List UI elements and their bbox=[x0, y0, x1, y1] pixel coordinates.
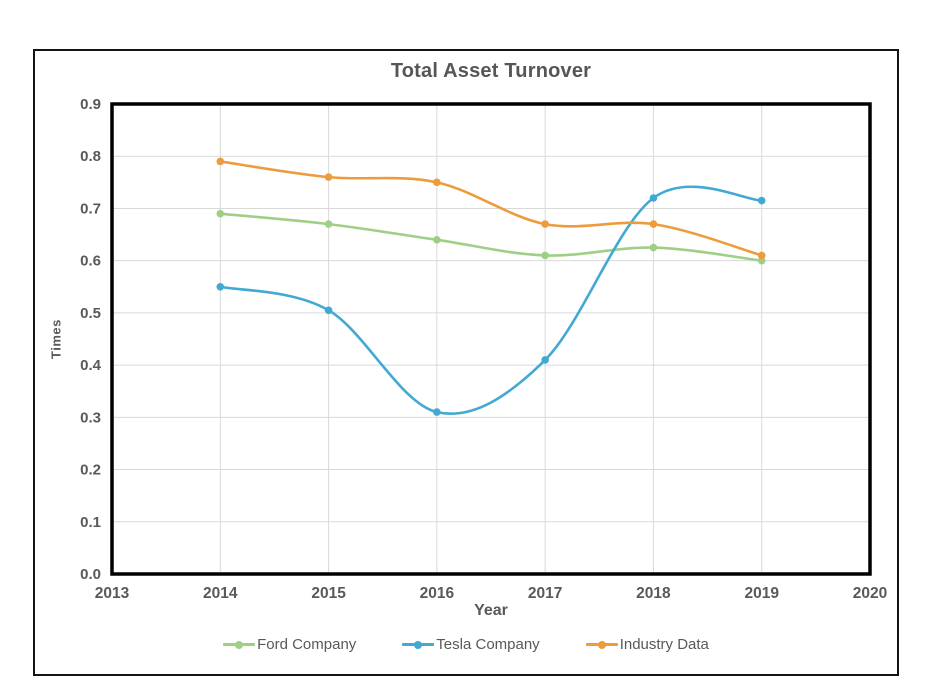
y-axis-title: Times bbox=[48, 319, 64, 359]
y-tick-label: 0.3 bbox=[80, 409, 101, 426]
x-axis-title: Year bbox=[474, 602, 508, 619]
x-tick-label: 2017 bbox=[528, 585, 562, 602]
data-point-ford-company bbox=[433, 235, 441, 244]
data-point-ford-company bbox=[324, 220, 333, 228]
legend-label: Industry Data bbox=[619, 636, 709, 653]
data-point-tesla-company bbox=[649, 194, 658, 202]
legend-line-dot-icon bbox=[585, 640, 618, 649]
legend-label: Ford Company bbox=[257, 636, 357, 653]
x-tick-label: 2020 bbox=[853, 585, 887, 602]
x-tick-label: 2018 bbox=[636, 585, 671, 602]
y-tick-label: 0.0 bbox=[80, 566, 101, 583]
y-tick-label: 0.8 bbox=[80, 148, 101, 165]
figure-frame: Total Asset Turnover 0.0 0.1 0.2 0.3 0.4 0.5 0… bbox=[33, 49, 899, 676]
data-point-ford-company bbox=[216, 209, 225, 218]
legend-line-dot-icon bbox=[223, 640, 256, 649]
data-point-industry-data bbox=[324, 173, 333, 181]
y-tick-label: 0.7 bbox=[80, 200, 101, 217]
x-tick-label: 2014 bbox=[203, 585, 238, 602]
data-point-ford-company bbox=[757, 256, 766, 265]
data-point-ford-company bbox=[649, 243, 658, 252]
y-tick-label: 0.2 bbox=[80, 462, 101, 479]
plot-area: 0.0 0.1 0.2 0.3 0.4 0.5 0.6 0.7 0.8 0.9 2013 2014 20… bbox=[80, 96, 887, 602]
legend: Ford Company Tesla Company Industry Data bbox=[35, 636, 897, 653]
y-tick-label: 0.5 bbox=[80, 305, 101, 322]
data-point-industry-data bbox=[216, 157, 225, 166]
chart-title: Total Asset Turnover bbox=[390, 60, 592, 82]
series-line-ford-company bbox=[218, 212, 764, 262]
y-tick-label: 0.6 bbox=[80, 253, 101, 270]
y-tick-label: 0.4 bbox=[80, 357, 102, 374]
y-tick-label: 0.9 bbox=[80, 96, 101, 113]
data-point-tesla-company bbox=[433, 408, 441, 416]
y-tick-label: 0.1 bbox=[80, 514, 101, 531]
x-tick-label: 2015 bbox=[311, 585, 346, 602]
series-line-industry-data bbox=[218, 160, 764, 257]
data-point-industry-data bbox=[433, 178, 441, 187]
data-point-tesla-company bbox=[324, 306, 333, 315]
data-point-tesla-company bbox=[757, 196, 766, 205]
legend-item-tesla-company: Tesla Company bbox=[402, 636, 540, 653]
data-point-tesla-company bbox=[541, 356, 549, 364]
legend-line-dot-icon bbox=[402, 640, 435, 649]
x-tick-label: 2013 bbox=[95, 585, 130, 602]
x-tick-label: 2019 bbox=[744, 585, 779, 602]
data-point-industry-data bbox=[757, 251, 766, 260]
data-point-industry-data bbox=[649, 220, 658, 228]
legend-label: Tesla Company bbox=[436, 636, 540, 653]
legend-item-industry-data: Industry Data bbox=[585, 636, 709, 653]
data-point-ford-company bbox=[541, 251, 549, 260]
legend-item-ford-company: Ford Company bbox=[223, 636, 356, 653]
data-point-industry-data bbox=[541, 220, 549, 228]
data-point-tesla-company bbox=[216, 282, 225, 291]
plot-border bbox=[110, 102, 872, 576]
x-tick-label: 2016 bbox=[420, 585, 455, 602]
